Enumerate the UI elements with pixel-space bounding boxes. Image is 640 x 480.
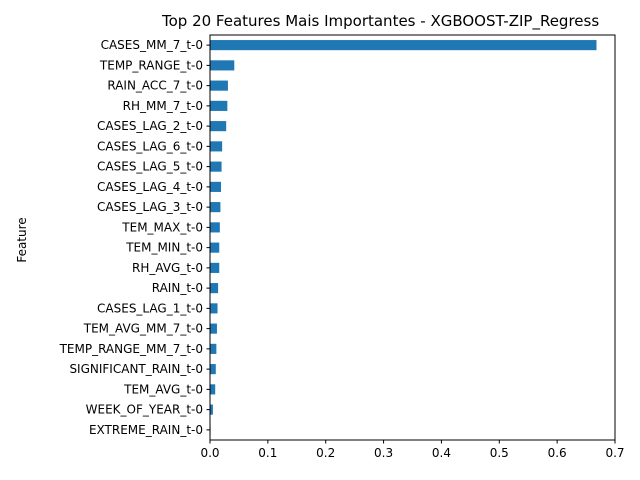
x-tick-label: 0.3 — [374, 446, 393, 460]
y-tick-label: CASES_LAG_5_t-0 — [97, 160, 203, 174]
y-tick-label: CASES_LAG_6_t-0 — [97, 139, 203, 153]
y-tick-label: RAIN_ACC_7_t-0 — [107, 79, 203, 93]
x-tick-label: 0.5 — [490, 446, 509, 460]
bar-RH_MM_7_t-0 — [210, 100, 228, 111]
x-tick-label: 0.2 — [316, 446, 335, 460]
bar-CASES_LAG_4_t-0 — [210, 181, 221, 192]
plot-frame — [209, 34, 616, 441]
bar-TEM_MIN_t-0 — [210, 242, 220, 253]
bar-RH_AVG_t-0 — [210, 262, 220, 273]
y-tick-label: EXTREME_RAIN_t-0 — [89, 423, 203, 437]
y-tick-label: TEMP_RANGE_MM_7_t-0 — [59, 342, 203, 356]
bar-CASES_MM_7_t-0 — [210, 40, 597, 51]
bar-TEMP_RANGE_MM_7_t-0 — [210, 343, 217, 354]
bar-TEM_AVG_MM_7_t-0 — [210, 323, 217, 334]
y-tick-label: TEM_AVG_t-0 — [123, 382, 203, 396]
y-tick-label: WEEK_OF_YEAR_t-0 — [86, 403, 203, 417]
bar-RAIN_ACC_7_t-0 — [210, 80, 228, 91]
y-tick-label: RH_AVG_t-0 — [132, 261, 203, 275]
x-tick-label: 0.0 — [200, 446, 219, 460]
y-tick-label: CASES_LAG_1_t-0 — [97, 301, 203, 315]
bar-WEEK_OF_YEAR_t-0 — [210, 404, 213, 415]
axes-frame — [209, 34, 616, 441]
y-tick-label: TEM_MAX_t-0 — [121, 220, 203, 234]
bar-CASES_LAG_6_t-0 — [210, 141, 223, 152]
x-tick-label: 0.1 — [258, 446, 277, 460]
bar-CASES_LAG_1_t-0 — [210, 303, 218, 314]
bar-TEM_AVG_t-0 — [210, 384, 216, 395]
bar-TEMP_RANGE_t-0 — [210, 60, 235, 71]
y-tick-label: TEM_AVG_MM_7_t-0 — [83, 322, 203, 336]
y-tick-label: SIGNIFICANT_RAIN_t-0 — [69, 362, 203, 376]
bars-group — [210, 40, 597, 435]
y-ticks-group: CASES_MM_7_t-0 TEMP_RANGE_t-0 RAIN_ACC_7_t… — [59, 38, 210, 437]
y-axis-label: Feature — [15, 217, 29, 262]
y-tick-label: RH_MM_7_t-0 — [123, 99, 203, 113]
x-ticks-group: 0.0 0.1 0.2 0.3 0.4 0.5 0.6 0.7 — [200, 440, 625, 460]
y-tick-label: RAIN_t-0 — [152, 281, 203, 295]
bar-CASES_LAG_3_t-0 — [210, 202, 221, 213]
x-tick-label: 0.6 — [548, 446, 567, 460]
y-tick-label: CASES_LAG_3_t-0 — [97, 200, 203, 214]
bar-CASES_LAG_5_t-0 — [210, 161, 222, 172]
bar-SIGNIFICANT_RAIN_t-0 — [210, 364, 216, 375]
y-tick-label: CASES_LAG_4_t-0 — [97, 180, 203, 194]
x-tick-label: 0.4 — [432, 446, 451, 460]
y-tick-label: CASES_MM_7_t-0 — [101, 38, 203, 52]
bar-RAIN_t-0 — [210, 283, 219, 294]
bar-CASES_LAG_2_t-0 — [210, 121, 227, 132]
y-tick-label: TEMP_RANGE_t-0 — [99, 58, 203, 72]
chart-title: Top 20 Features Mais Importantes - XGBOO… — [161, 12, 599, 31]
y-tick-label: CASES_LAG_2_t-0 — [97, 119, 203, 133]
y-tick-label: TEM_MIN_t-0 — [125, 241, 203, 255]
bar-TEM_MAX_t-0 — [210, 222, 220, 233]
x-tick-label: 0.7 — [605, 446, 624, 460]
